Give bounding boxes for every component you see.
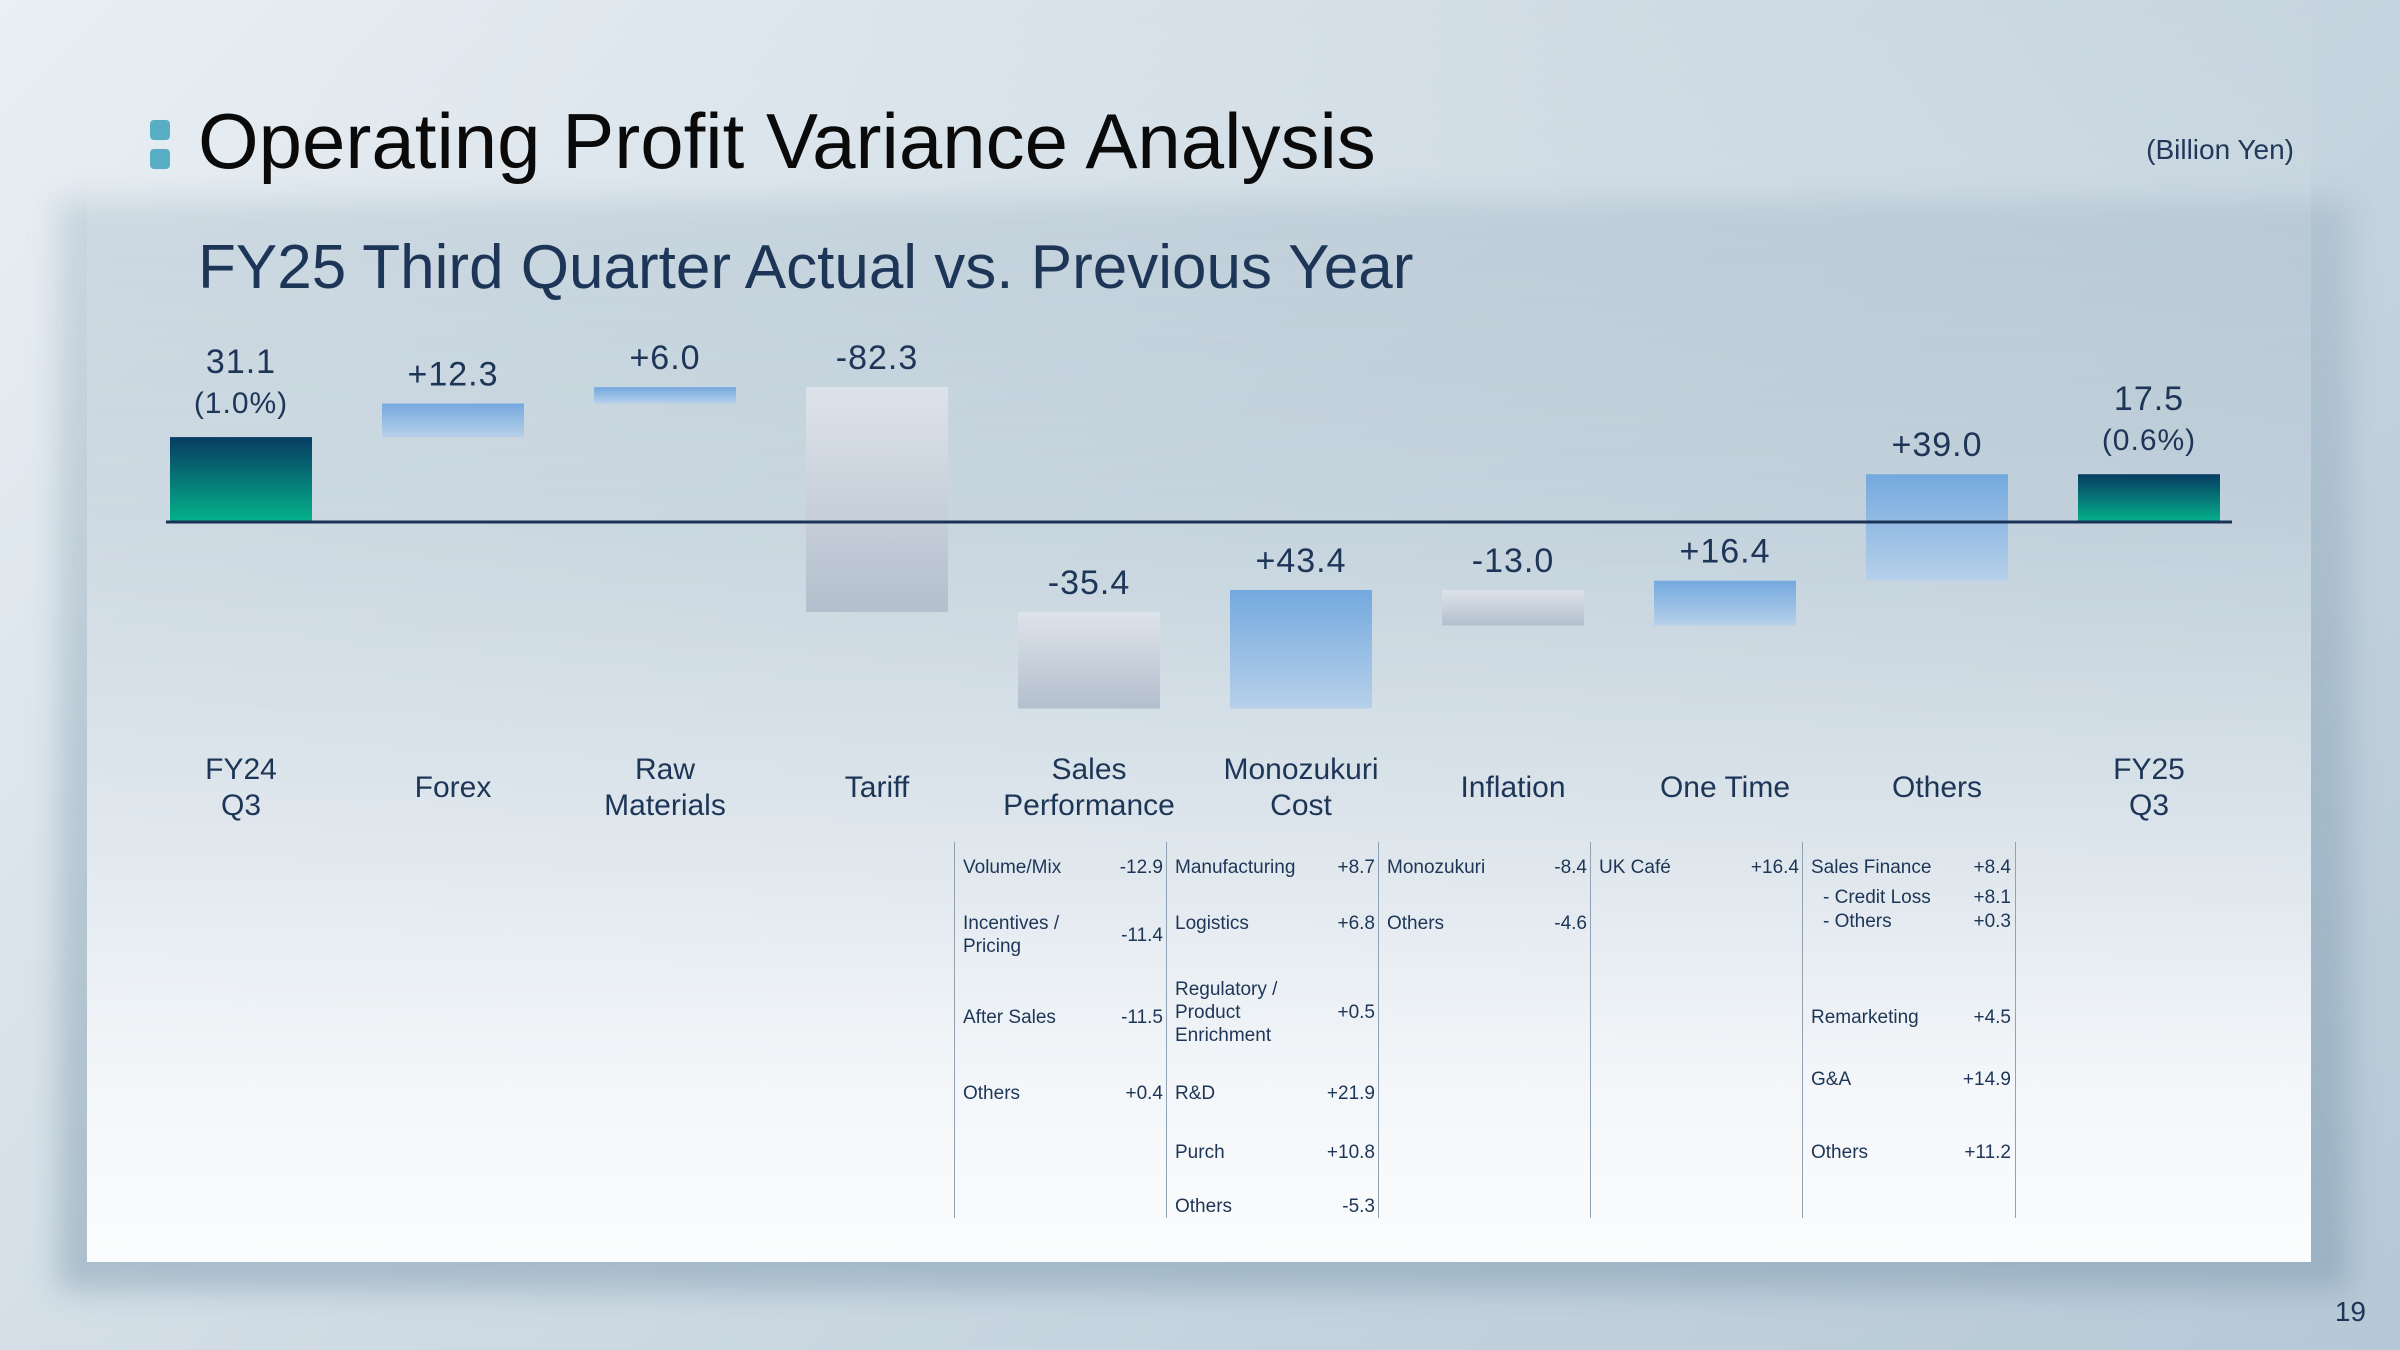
detail-value: +10.8	[1326, 1142, 1375, 1163]
category-label-6: Inflation	[1460, 771, 1566, 804]
detail-label: - Credit Loss	[1823, 887, 1931, 908]
detail-table-2: Monozukuri -8.4 Others -4.6	[1378, 842, 1591, 1218]
detail-label: Monozukuri	[1387, 857, 1486, 878]
page-title: Operating Profit Variance Analysis	[198, 97, 1376, 185]
page-number: 19	[2334, 1296, 2366, 1327]
detail-label: Manufacturing	[1175, 857, 1296, 878]
value-label-2: +6.0	[629, 339, 700, 377]
margin-label-0: (1.0%)	[194, 387, 288, 420]
detail-value: -11.4	[1121, 924, 1163, 946]
detail-label: UK Café	[1599, 857, 1671, 878]
bar-7	[1654, 580, 1796, 626]
detail-value: -5.3	[1342, 1196, 1375, 1217]
bar-1	[382, 403, 524, 438]
detail-value: -12.9	[1119, 857, 1163, 878]
detail-value: -4.6	[1554, 913, 1587, 934]
bar-9	[2078, 474, 2220, 522]
bar-0	[170, 437, 312, 522]
detail-label: - Others	[1823, 911, 1892, 932]
slide-panel	[87, 0, 2311, 1262]
detail-value: +6.8	[1337, 913, 1375, 934]
bar-5	[1230, 589, 1372, 709]
detail-label: R&D	[1175, 1083, 1216, 1104]
detail-value: +4.5	[1973, 1007, 2011, 1028]
value-label-9: 17.5	[2114, 380, 2184, 418]
value-label-5: +43.4	[1255, 542, 1346, 580]
bar-8	[1866, 474, 2008, 581]
detail-label: Others	[963, 1083, 1021, 1104]
detail-table-4: Sales Finance +8.4 - Credit Loss +8.1 - Othe…	[1802, 842, 2016, 1218]
detail-label: Volume/Mix	[963, 857, 1062, 878]
detail-label: Regulatory / Product Enrichment	[1175, 979, 1278, 1046]
waterfall-chart: 31.1 (1.0%) +12.3 +6.0 -82.3 -35.4 +43.4 -13.0 +…	[166, 339, 2232, 709]
value-label-8: +39.0	[1891, 426, 1982, 464]
detail-value: +8.7	[1337, 857, 1375, 878]
detail-table-3: UK Café +16.4	[1590, 842, 1803, 1218]
value-label-3: -82.3	[836, 339, 919, 377]
detail-table-1: Manufacturing +8.7 Logistics +6.8 Regulatory…	[1166, 842, 1379, 1218]
detail-value: -8.4	[1554, 857, 1587, 878]
value-label-6: -13.0	[1472, 542, 1555, 580]
category-label-7: One Time	[1659, 771, 1791, 804]
detail-label: After Sales	[963, 1007, 1056, 1028]
category-label-5: Monozukuri Cost	[1223, 753, 1379, 822]
detail-value: +11.2	[1964, 1142, 2011, 1163]
detail-value: -11.5	[1121, 1007, 1163, 1028]
detail-label: Others	[1387, 913, 1445, 934]
value-label-4: -35.4	[1048, 564, 1131, 602]
detail-value: +0.4	[1125, 1083, 1163, 1104]
detail-value: +21.9	[1326, 1083, 1375, 1104]
bar-3	[806, 387, 948, 612]
detail-label: Others	[1811, 1142, 1869, 1163]
bar-6	[1442, 589, 1584, 626]
detail-value: +0.3	[1973, 911, 2011, 932]
detail-label: Sales Finance	[1811, 857, 1932, 878]
detail-value: +8.4	[1973, 857, 2011, 878]
detail-label: Purch	[1175, 1142, 1225, 1163]
page-subtitle: FY25 Third Quarter Actual vs. Previous Y…	[198, 233, 1414, 302]
value-label-7: +16.4	[1679, 533, 1770, 571]
detail-label: Incentives / Pricing	[963, 913, 1060, 957]
title-bullet-icon	[150, 120, 172, 170]
category-label-1: Forex	[414, 771, 492, 804]
detail-label: Remarketing	[1811, 1007, 1919, 1028]
category-label-8: Others	[1891, 771, 1983, 804]
detail-table-0: Volume/Mix -12.9 Incentives / Pricing -11.4…	[954, 842, 1167, 1218]
detail-value: +0.5	[1337, 1002, 1375, 1023]
detail-value: +14.9	[1962, 1069, 2011, 1090]
margin-label-9: (0.6%)	[2102, 424, 2196, 457]
detail-label: Logistics	[1175, 913, 1249, 934]
category-label-2: Raw Materials	[604, 753, 726, 822]
category-label-0: FY24 Q3	[205, 753, 277, 822]
bar-2	[594, 387, 736, 404]
category-label-3: Tariff	[844, 771, 910, 804]
category-label-9: FY25 Q3	[2113, 753, 2185, 822]
category-label-4: Sales Performance	[1003, 753, 1175, 822]
value-label-0: 31.1	[206, 343, 276, 381]
detail-label: Others	[1175, 1196, 1233, 1217]
detail-value: +16.4	[1750, 857, 1799, 878]
detail-value: +8.1	[1973, 887, 2011, 908]
value-label-1: +12.3	[407, 356, 498, 394]
bar-4	[1018, 611, 1160, 709]
unit-label: (Billion Yen)	[2146, 134, 2294, 165]
detail-label: G&A	[1811, 1069, 1852, 1090]
